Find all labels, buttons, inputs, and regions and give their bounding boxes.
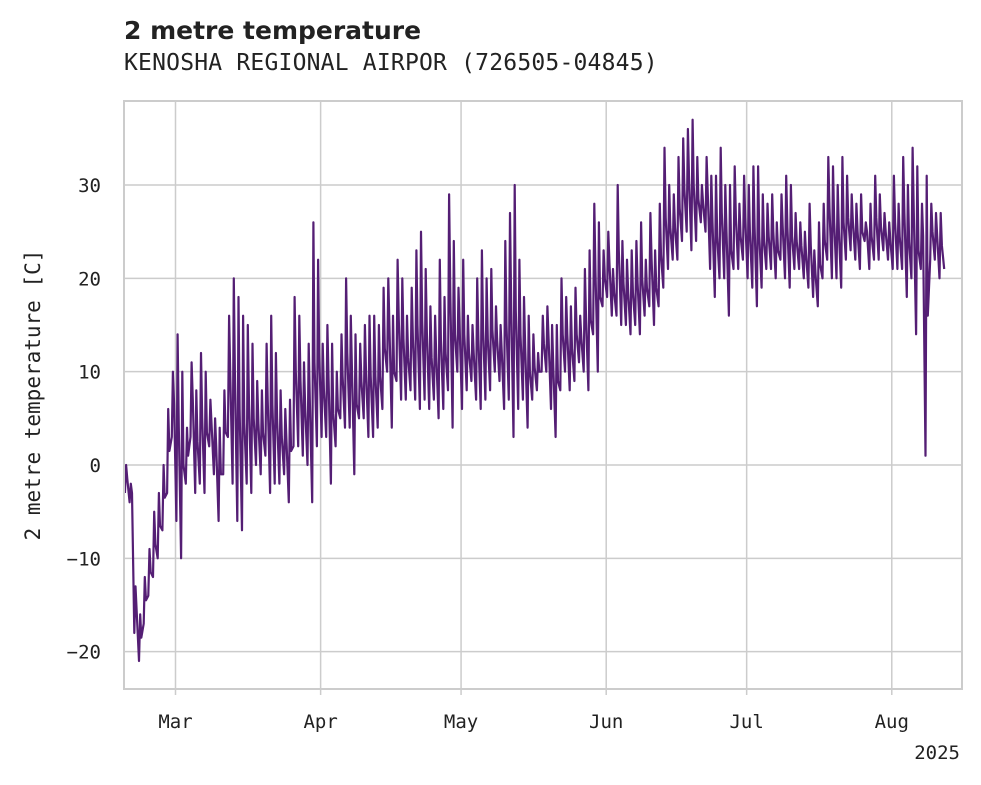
year-label: 2025	[914, 742, 960, 764]
chart-subtitle: KENOSHA REGIONAL AIRPOR (726505-04845)	[124, 50, 658, 76]
y-tick-label: −20	[67, 642, 101, 664]
x-tick-label: Aug	[875, 711, 909, 733]
y-tick-label: 20	[78, 268, 101, 290]
chart-title: 2 metre temperature	[124, 16, 422, 45]
x-tick-label: Mar	[158, 711, 192, 733]
x-tick-label: May	[444, 711, 478, 733]
temperature-line	[123, 118, 946, 663]
y-axis-label: 2 metre temperature [C]	[21, 250, 45, 541]
y-tick-label: 0	[90, 455, 101, 477]
x-tick-label: Apr	[303, 711, 337, 733]
plot-frame	[123, 100, 963, 690]
x-axis-ticks: Mar Apr May Jun Jul Aug	[158, 689, 909, 733]
y-tick-label: −10	[67, 548, 101, 570]
series-group	[123, 118, 946, 663]
x-tick-label: Jun	[589, 711, 623, 733]
x-tick-label: Jul	[729, 711, 763, 733]
y-axis-ticks: −20 −10 0 10 20 30	[67, 175, 101, 664]
y-tick-label: 10	[78, 362, 101, 384]
y-tick-label: 30	[78, 175, 101, 197]
